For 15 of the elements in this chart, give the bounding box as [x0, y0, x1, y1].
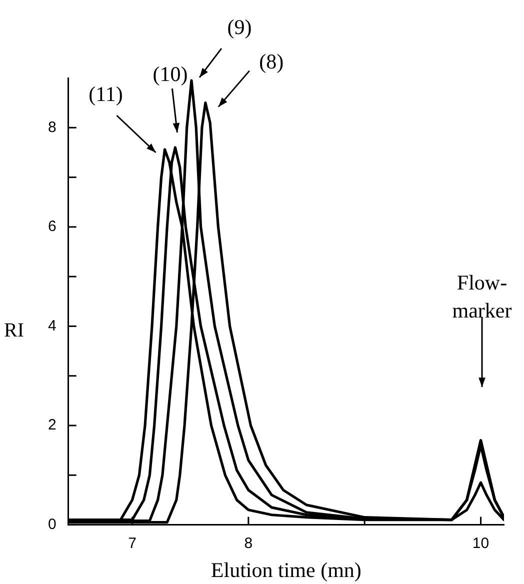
annotation: Flow- marker — [452, 270, 512, 323]
annotation: (8) — [259, 49, 284, 74]
x-tick-label: 10 — [472, 534, 490, 552]
x-tick-label: 8 — [244, 534, 253, 552]
y-tick-label: 6 — [48, 218, 56, 236]
x-axis-title: Elution time (mn) — [210, 558, 362, 582]
annotation: (11) — [88, 82, 123, 106]
y-axis-title: RI — [4, 320, 24, 342]
annotation: (10) — [152, 62, 188, 86]
y-tick-label: 4 — [48, 317, 56, 334]
y-tick-label: 2 — [48, 416, 56, 434]
y-tick-label: 0 — [48, 516, 56, 533]
annotation: (9) — [227, 15, 252, 39]
x-tick-label: 7 — [128, 534, 136, 552]
y-tick-label: 8 — [48, 118, 56, 136]
